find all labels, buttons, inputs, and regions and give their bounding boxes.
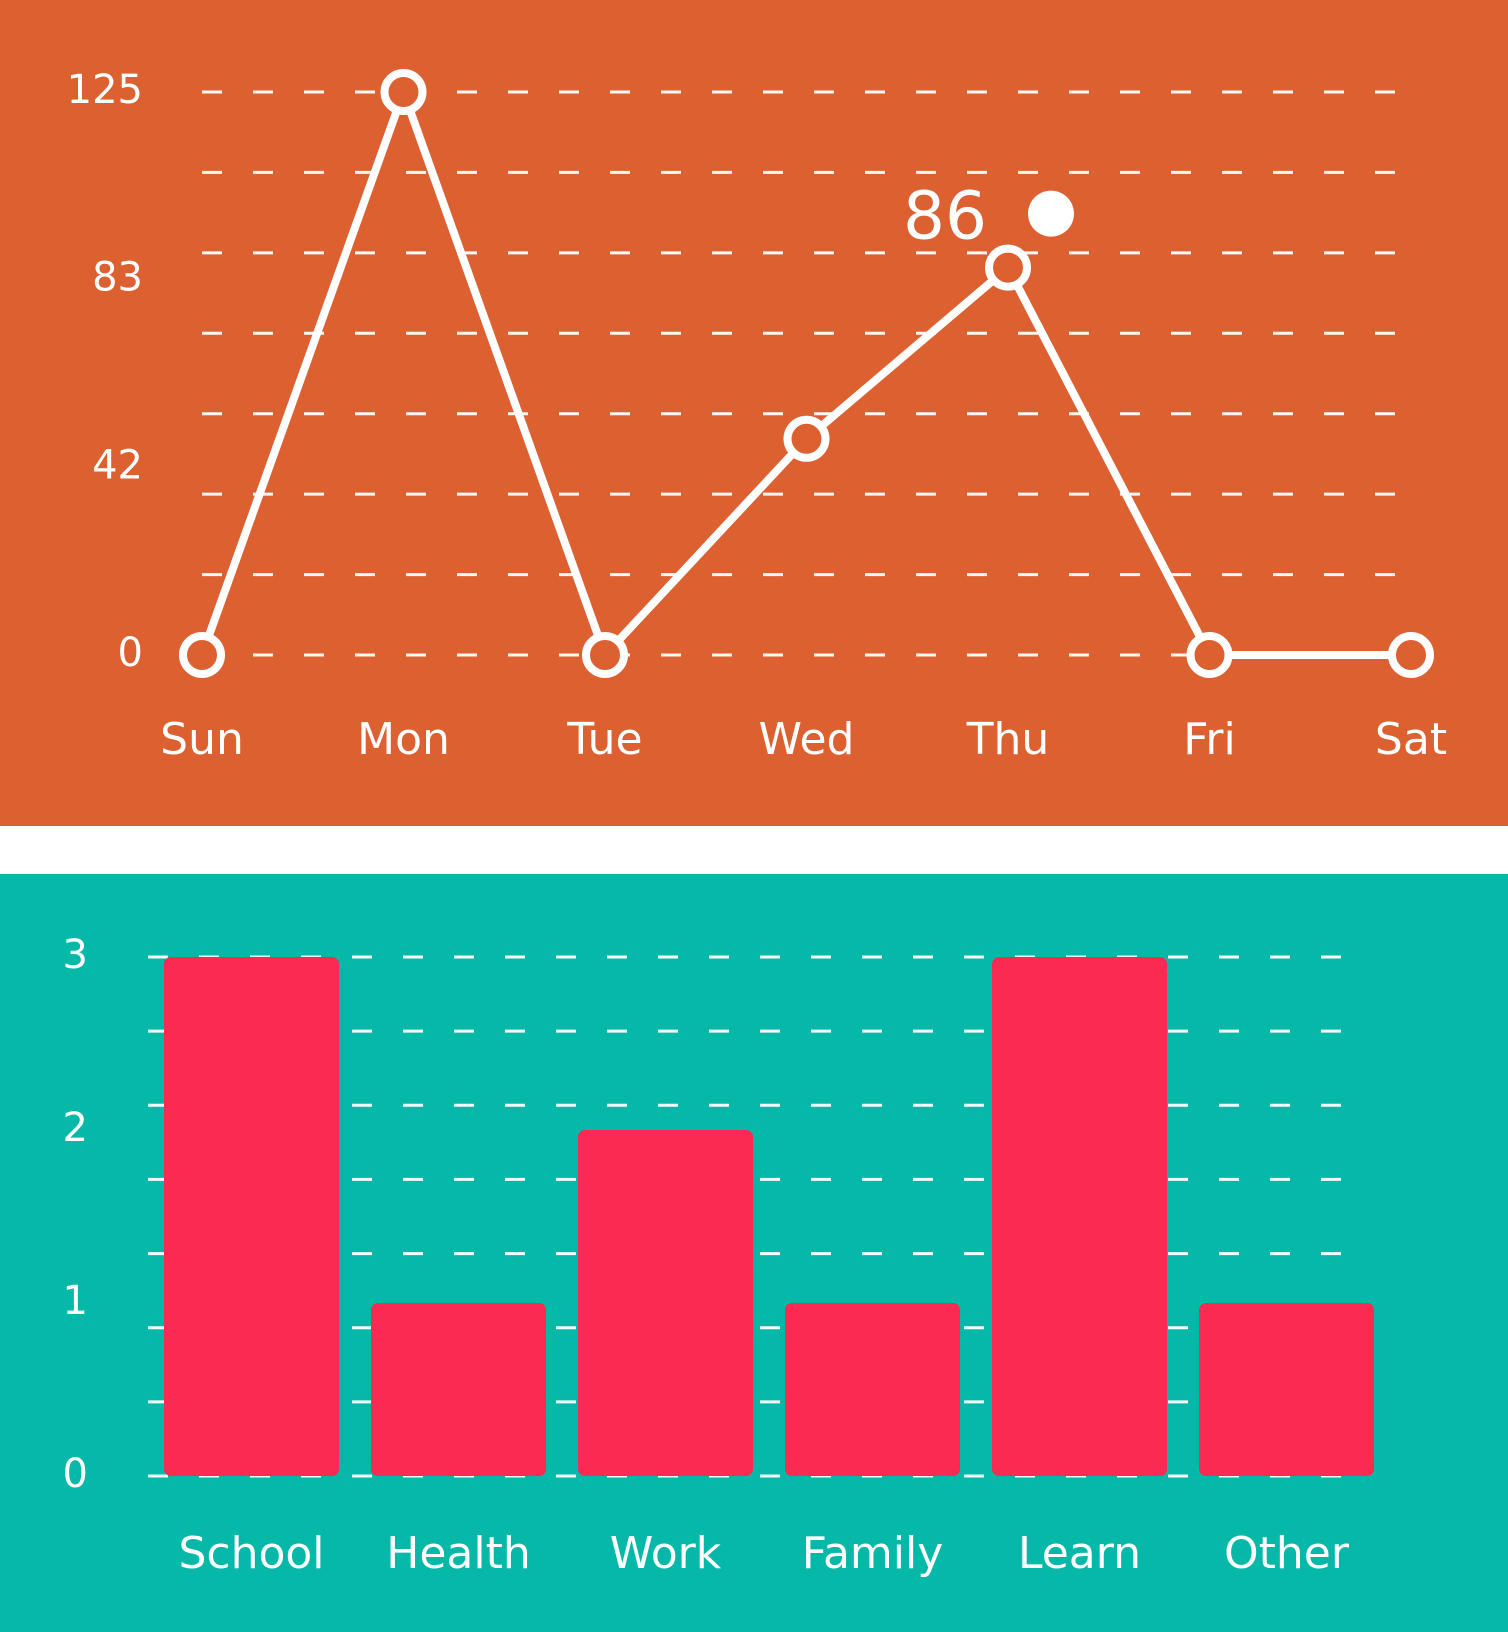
- line-chart: 0 42 83 125 Sun Mon Tue Wed Thu Fri Sat 86: [0, 0, 1508, 826]
- line-chart-x-tick-label: Sun: [160, 714, 244, 765]
- bar-chart-bar[interactable]: [1199, 1303, 1374, 1476]
- line-chart-x-tick-label: Tue: [566, 714, 642, 765]
- line-chart-point[interactable]: [985, 244, 1031, 291]
- line-chart-x-ticks: Sun Mon Tue Wed Thu Fri Sat: [160, 714, 1447, 765]
- bar-chart-bar[interactable]: [371, 1303, 546, 1476]
- line-chart-point[interactable]: [1388, 632, 1434, 678]
- bar-chart-bar[interactable]: [992, 957, 1167, 1476]
- line-chart-x-tick-label: Wed: [759, 714, 855, 765]
- bar-chart-x-ticks: School Health Work Family Learn Other: [178, 1528, 1349, 1579]
- line-chart-x-tick-label: Sat: [1375, 714, 1447, 765]
- line-chart-y-tick-label: 0: [118, 630, 143, 676]
- line-chart-x-tick-label: Thu: [966, 714, 1050, 765]
- line-chart-y-tick-label: 42: [92, 442, 143, 488]
- bar-chart-bar[interactable]: [578, 1130, 753, 1476]
- line-chart-y-ticks: 0 42 83 125: [67, 67, 143, 676]
- bar-chart-x-tick-label: Learn: [1018, 1528, 1141, 1579]
- bar-chart-y-tick-label: 0: [63, 1451, 88, 1497]
- bar-chart-x-tick-label: Work: [610, 1528, 722, 1579]
- line-chart-highlight-value: 86: [903, 178, 987, 255]
- bar-chart-x-tick-label: Other: [1224, 1528, 1350, 1579]
- line-chart-highlight: 86: [903, 178, 1074, 255]
- line-chart-point[interactable]: [179, 632, 225, 678]
- line-chart-point[interactable]: [1186, 632, 1233, 678]
- bar-chart-y-tick-label: 2: [63, 1105, 88, 1151]
- bar-chart-x-tick-label: Family: [802, 1528, 944, 1579]
- bar-chart-bars: [164, 957, 1374, 1476]
- bar-chart-bar[interactable]: [164, 957, 339, 1476]
- line-chart-point[interactable]: [582, 632, 628, 678]
- line-chart-x-tick-label: Mon: [357, 714, 450, 765]
- line-chart-series: [179, 69, 1434, 678]
- line-chart-point[interactable]: [783, 415, 830, 462]
- bar-chart: 0 1 2 3 School Health Work Family Learn Other: [0, 874, 1508, 1632]
- bar-chart-x-tick-label: Health: [386, 1528, 530, 1579]
- line-chart-x-tick-label: Fri: [1183, 714, 1235, 765]
- line-chart-y-tick-label: 83: [92, 255, 143, 301]
- line-chart-background: [0, 0, 1508, 826]
- bar-chart-bar[interactable]: [785, 1303, 960, 1476]
- line-chart-y-tick-label: 125: [67, 67, 143, 113]
- line-chart-highlight-dot: [1028, 190, 1074, 237]
- bar-chart-y-ticks: 0 1 2 3: [63, 932, 88, 1497]
- bar-chart-y-tick-label: 3: [63, 932, 88, 978]
- bar-chart-x-tick-label: School: [178, 1528, 324, 1579]
- bar-chart-y-tick-label: 1: [63, 1278, 88, 1324]
- line-chart-point[interactable]: [380, 69, 427, 115]
